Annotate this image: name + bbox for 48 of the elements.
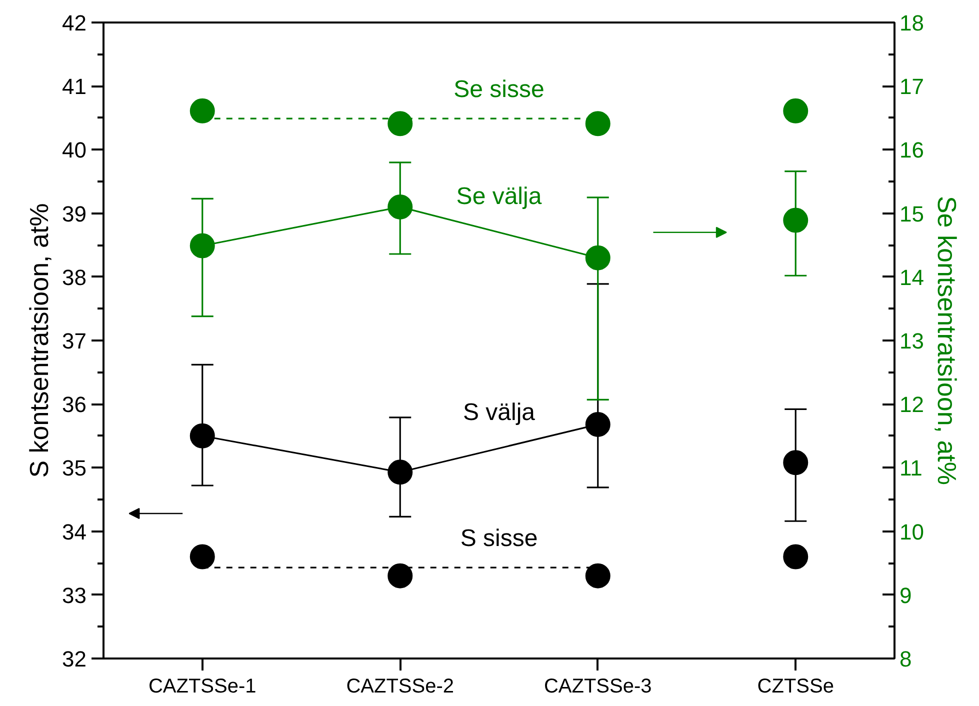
y-tick-label: 42 xyxy=(62,10,87,36)
y2-tick-label: 12 xyxy=(900,392,924,418)
y2-tick-label: 11 xyxy=(900,456,922,481)
y-tick-label: 34 xyxy=(62,519,87,544)
y2-tick-label: 8 xyxy=(900,646,912,672)
point xyxy=(388,111,413,136)
point xyxy=(190,544,215,570)
point xyxy=(783,450,808,476)
y-tick-label: 38 xyxy=(62,264,87,290)
point xyxy=(783,98,808,124)
y-tick-label: 39 xyxy=(62,201,87,226)
y-axis-title: S kontsentratsioon, at% xyxy=(24,203,54,478)
point xyxy=(585,245,610,270)
point xyxy=(783,208,808,233)
y2-tick-label: 14 xyxy=(900,264,924,290)
y2-axis-title: Se kontsentratsioon, at% xyxy=(932,196,962,486)
y2-tick-label: 10 xyxy=(900,519,924,544)
x-tick-label: CAZTSSe-1 xyxy=(148,676,256,698)
point xyxy=(585,412,610,437)
series-label: Se sisse xyxy=(454,76,544,103)
y2-tick-label: 16 xyxy=(900,138,924,163)
series-label: S välja xyxy=(462,398,536,426)
y2-tick-label: 9 xyxy=(900,582,912,608)
y2-tick-label: 13 xyxy=(900,328,924,354)
point xyxy=(388,194,413,220)
point xyxy=(190,423,215,448)
y2-tick-label: 17 xyxy=(900,74,924,100)
y-tick-label: 37 xyxy=(62,328,87,354)
point xyxy=(388,563,413,588)
x-tick-label: CAZTSSe-2 xyxy=(346,676,454,698)
y-tick-label: 32 xyxy=(62,646,87,672)
point xyxy=(190,98,215,124)
x-tick-label: CAZTSSe-3 xyxy=(544,676,652,698)
y-tick-label: 41 xyxy=(62,74,87,100)
point xyxy=(190,233,215,258)
point xyxy=(585,111,610,136)
y2-tick-label: 15 xyxy=(900,201,924,226)
point xyxy=(585,563,610,588)
x-tick-label: CZTSSe xyxy=(757,676,834,698)
point xyxy=(388,460,413,485)
y-tick-label: 40 xyxy=(62,138,87,163)
text: S sisse xyxy=(460,524,538,552)
y2-tick-label: 18 xyxy=(900,10,924,36)
y-tick-label: 35 xyxy=(62,456,87,481)
y-tick-label: 33 xyxy=(62,582,87,608)
y-tick-label: 36 xyxy=(62,392,87,418)
series-label: Se välja xyxy=(456,182,542,210)
point xyxy=(783,544,808,570)
